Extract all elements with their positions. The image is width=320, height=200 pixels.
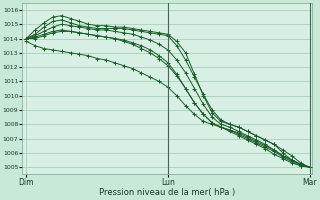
X-axis label: Pression niveau de la mer( hPa ): Pression niveau de la mer( hPa ): [99, 188, 235, 197]
